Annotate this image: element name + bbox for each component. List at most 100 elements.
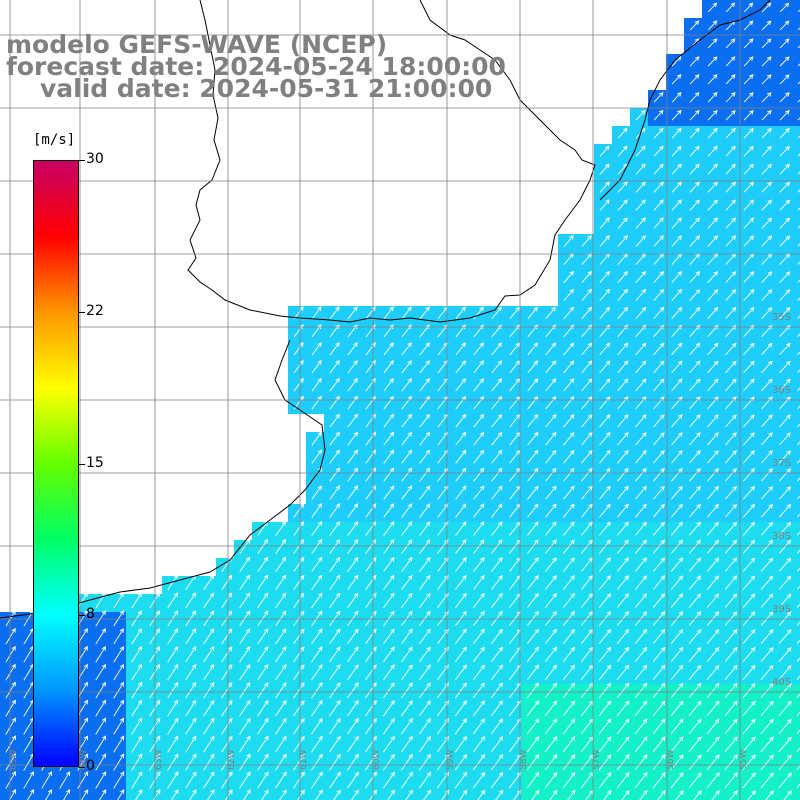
- wind-arrow: [599, 521, 611, 536]
- wind-arrow: [364, 753, 377, 771]
- wind-arrow: [742, 718, 756, 735]
- wind-arrow: [77, 663, 88, 681]
- wind-arrow: [742, 647, 756, 662]
- wind-arrow: [671, 360, 683, 374]
- wind-arrow: [23, 771, 35, 789]
- wind-arrow: [796, 657, 800, 662]
- wind-arrow: [329, 700, 341, 717]
- wind-arrow: [761, 181, 772, 193]
- wind-arrow: [653, 199, 664, 211]
- wind-arrow: [311, 306, 322, 320]
- wind-arrow: [401, 574, 413, 590]
- wind-arrow: [725, 289, 737, 301]
- wind-arrow: [742, 700, 756, 717]
- wind-arrow: [419, 395, 431, 410]
- wind-cell: [270, 792, 288, 800]
- wind-arrow: [725, 432, 737, 446]
- wind-arrow: [747, 790, 756, 800]
- wind-arrow: [634, 646, 648, 662]
- wind-arrow: [563, 467, 575, 482]
- wind-arrow: [652, 575, 666, 590]
- wind-arrow: [243, 789, 251, 800]
- longitude-label: 61W: [299, 750, 309, 770]
- wind-arrow: [59, 771, 71, 789]
- wind-arrow: [797, 189, 800, 193]
- wind-arrow: [603, 789, 612, 800]
- wind-arrow: [527, 342, 539, 356]
- wind-arrow: [563, 396, 575, 410]
- wind-arrow: [185, 646, 197, 663]
- wind-arrow: [472, 664, 485, 681]
- wind-arrow: [743, 74, 754, 85]
- wind-arrow: [652, 646, 666, 662]
- wind-arrow: [761, 92, 772, 103]
- wind-arrow: [599, 557, 611, 572]
- wind-arrow: [652, 539, 665, 554]
- wind-arrow: [563, 539, 575, 554]
- wind-arrow: [670, 718, 684, 735]
- wind-arrow: [545, 431, 557, 446]
- wind-arrow: [383, 717, 395, 735]
- wind-arrow: [185, 628, 197, 645]
- wind-arrow: [473, 539, 485, 554]
- wind-arrow: [419, 521, 431, 536]
- wind-arrow: [761, 414, 773, 428]
- wind-arrow: [706, 521, 719, 536]
- wind-arrow: [779, 342, 791, 356]
- wind-cell: [54, 792, 72, 800]
- wind-arrow: [743, 181, 754, 193]
- wind-arrow: [689, 342, 701, 356]
- wind-arrow: [671, 271, 683, 283]
- wind-arrow: [760, 682, 774, 698]
- wind-cell: [378, 792, 396, 800]
- wind-arrow: [707, 432, 719, 446]
- wind-arrow: [671, 181, 682, 193]
- wind-arrow: [257, 699, 269, 717]
- wind-arrow: [689, 378, 701, 392]
- wind-arrow: [401, 682, 413, 699]
- wind-arrow: [527, 557, 539, 572]
- wind-arrow: [207, 789, 215, 800]
- wind-arrow: [257, 538, 269, 554]
- wind-arrow: [635, 396, 647, 410]
- wind-arrow: [382, 771, 395, 789]
- wind-arrow: [473, 557, 485, 572]
- wind-arrow: [743, 56, 754, 67]
- wind-arrow: [617, 181, 628, 193]
- wind-arrow: [491, 342, 503, 356]
- wind-arrow: [617, 270, 629, 283]
- wind-arrow: [563, 503, 575, 518]
- wind-arrow: [473, 503, 485, 518]
- wind-arrow: [689, 485, 701, 500]
- wind-arrow: [419, 485, 431, 500]
- wind-cell: [792, 450, 800, 468]
- wind-cell: [792, 234, 800, 252]
- wind-arrow: [670, 682, 684, 699]
- wind-arrow: [275, 717, 287, 735]
- wind-cell: [792, 216, 800, 234]
- wind-arrow: [311, 485, 323, 500]
- wind-arrow: [545, 467, 557, 482]
- wind-arrow: [563, 342, 575, 356]
- wind-arrow: [329, 449, 340, 464]
- wind-arrow: [221, 717, 233, 735]
- wind-arrow: [779, 360, 791, 374]
- wind-arrow: [203, 699, 215, 717]
- wind-arrow: [113, 681, 125, 699]
- wind-arrow: [743, 271, 755, 283]
- wind-arrow: [580, 593, 593, 608]
- wind-cell: [792, 288, 800, 306]
- wind-arrow: [567, 789, 576, 800]
- wind-arrow: [419, 342, 430, 356]
- wind-arrow: [581, 503, 593, 518]
- wind-arrow: [383, 521, 395, 536]
- wind-arrow: [311, 342, 322, 356]
- wind-arrow: [347, 449, 359, 464]
- wind-arrow: [473, 628, 485, 645]
- wind-arrow: [257, 574, 269, 591]
- wind-arrow: [401, 342, 412, 356]
- wind-arrow: [706, 629, 720, 644]
- wind-arrow: [743, 199, 754, 211]
- wind-arrow: [760, 557, 774, 572]
